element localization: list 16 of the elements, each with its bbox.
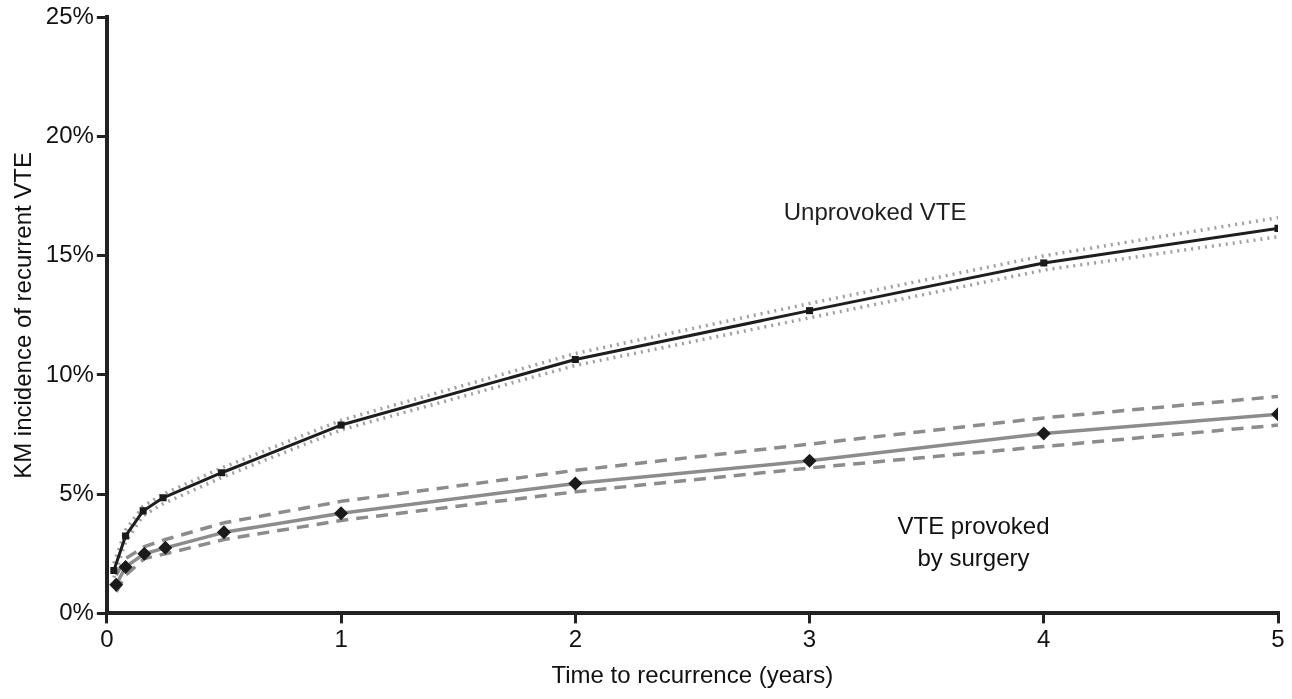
y-tick-label: 15% <box>45 240 94 268</box>
y-tick-label: 0% <box>59 598 94 626</box>
y-tick-label: 5% <box>59 478 94 506</box>
text: VTE provoked by surgery <box>897 512 1050 572</box>
y-tick-label: 25% <box>45 2 94 30</box>
y-tick-label: 10% <box>45 359 94 387</box>
x-tick-label: 4 <box>1037 625 1051 653</box>
x-axis-title: Time to recurrence (years) <box>551 661 834 689</box>
x-tick-label: 5 <box>1271 625 1285 653</box>
y-tick-label: 20% <box>45 121 94 149</box>
y-axis-title: KM incidence of recurrent VTE <box>9 151 37 479</box>
x-tick-label: 1 <box>334 625 348 653</box>
x-tick-label: 0 <box>100 625 114 653</box>
text: Unprovoked VTE <box>783 197 967 225</box>
x-tick-label: 2 <box>568 625 582 653</box>
x-tick-label: 3 <box>802 625 817 653</box>
